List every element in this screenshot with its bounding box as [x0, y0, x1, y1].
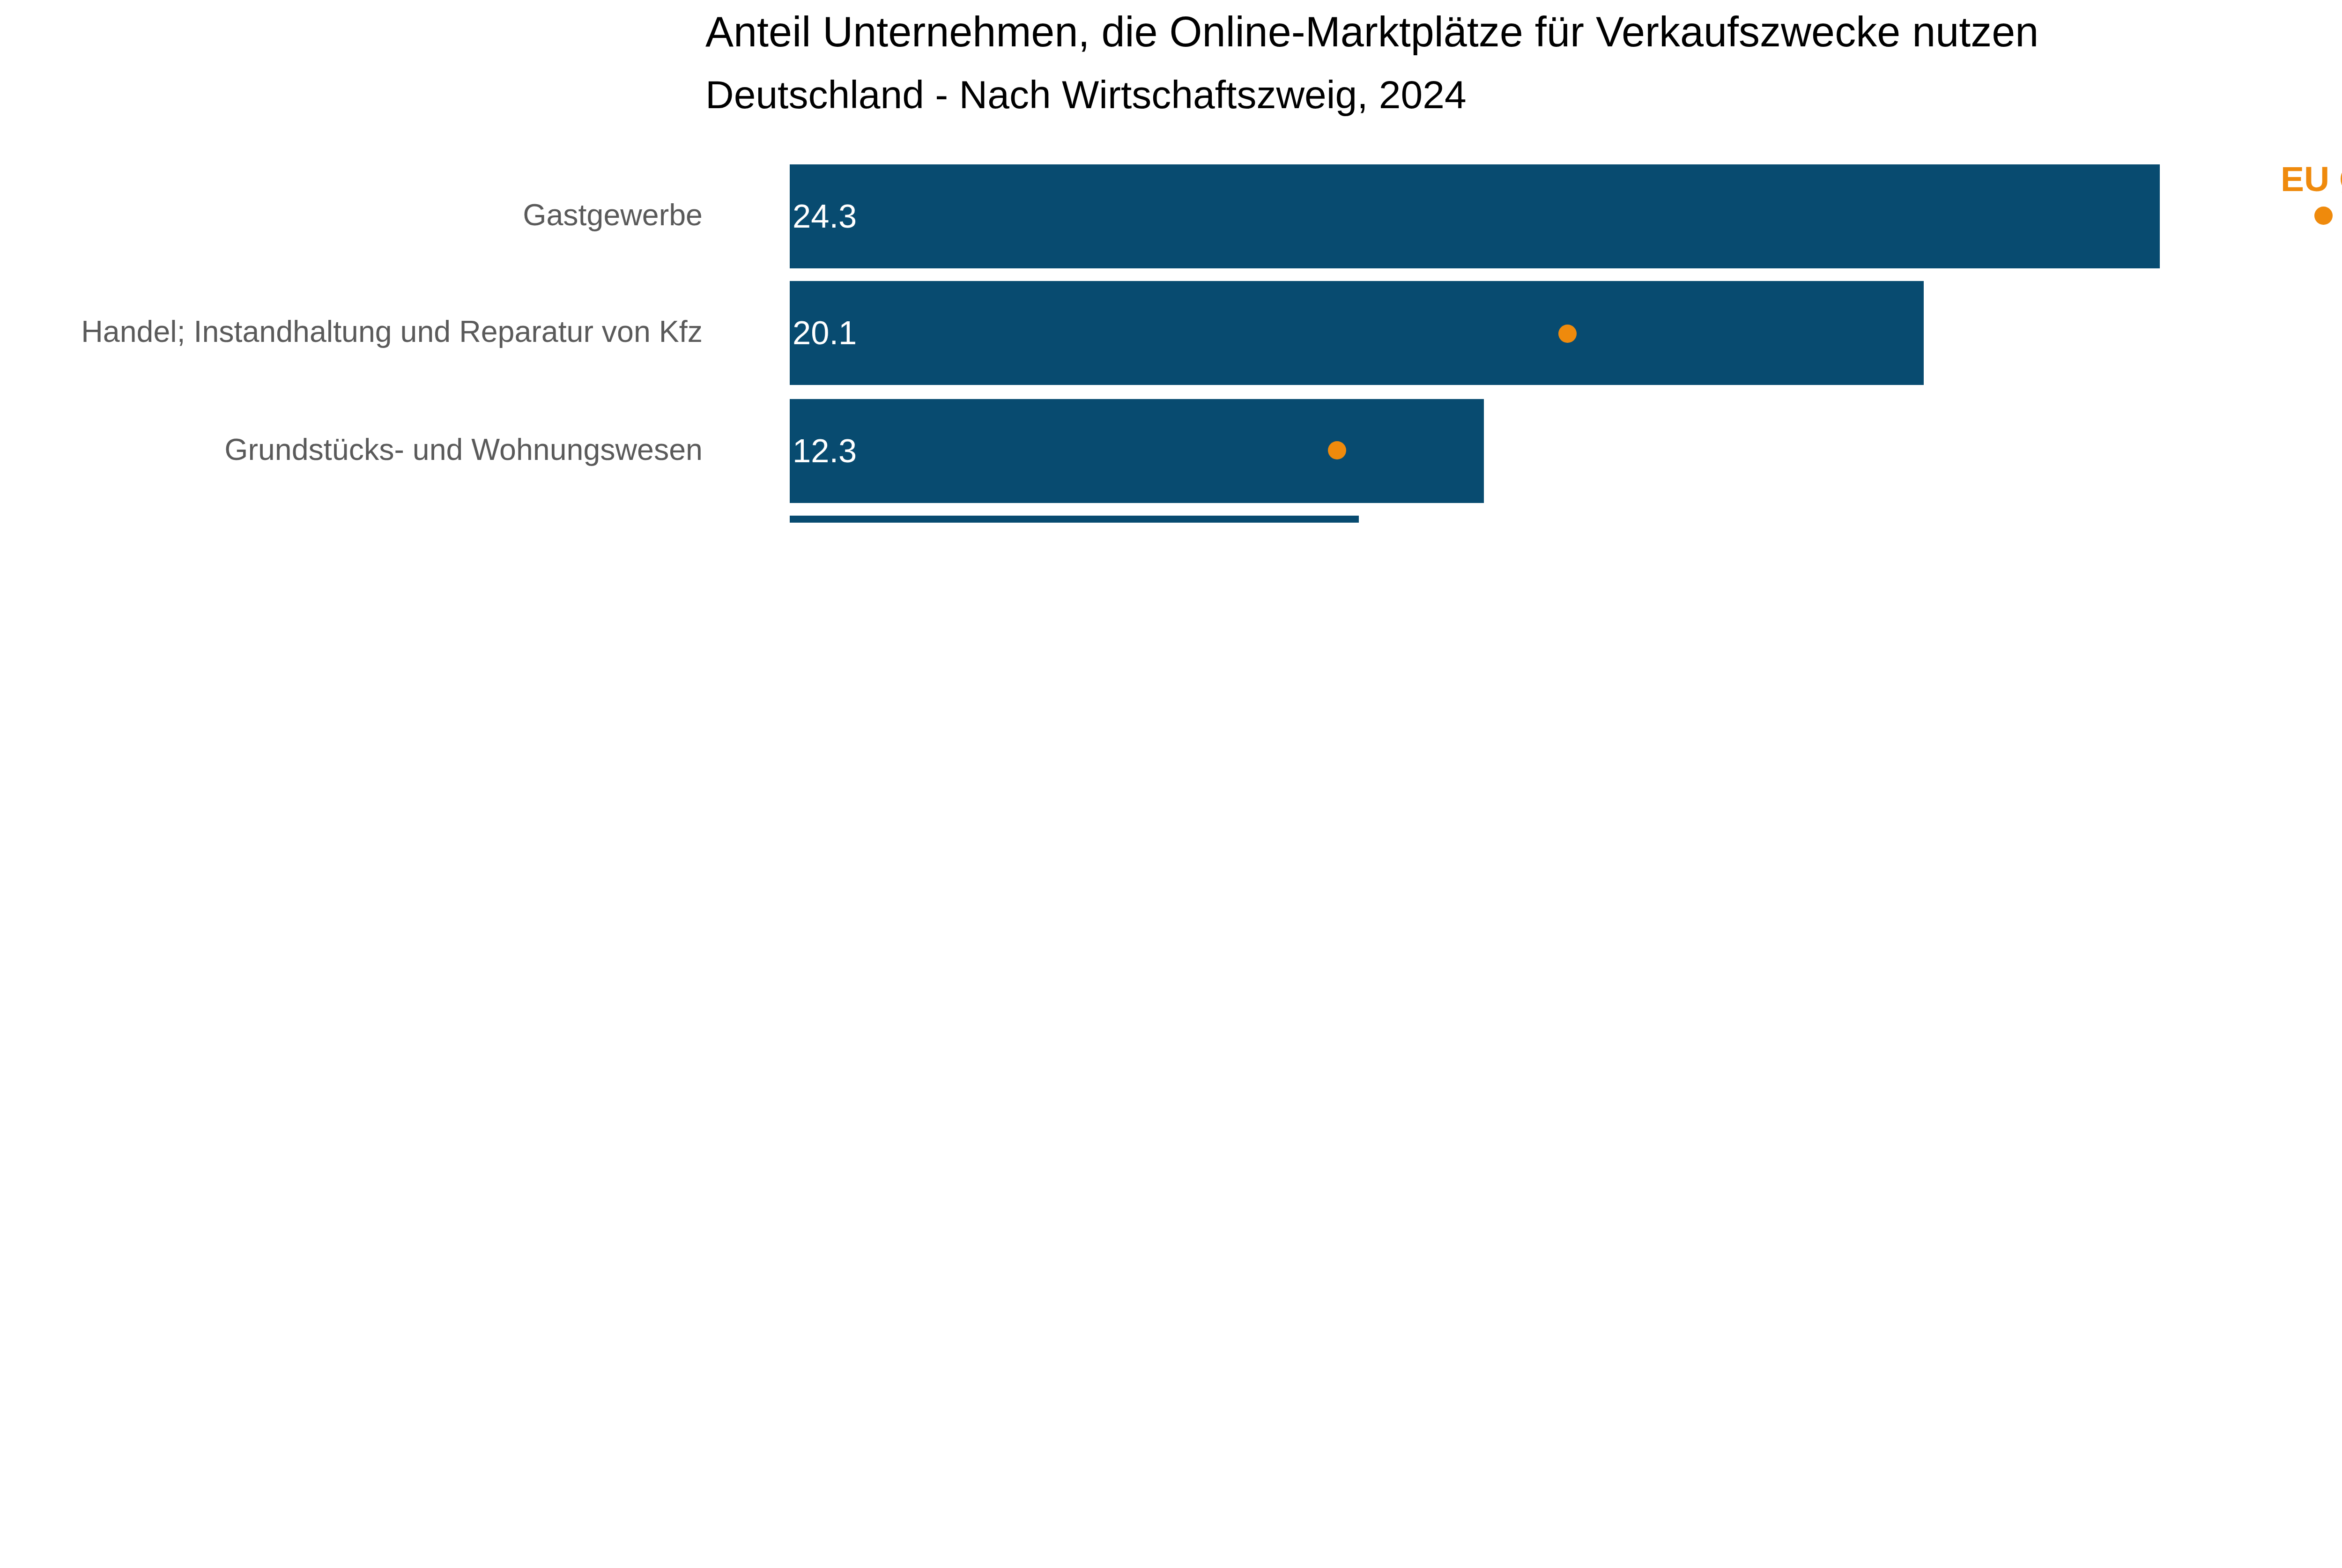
bar-row: Handel; Instandhaltung und Reparatur von… [0, 274, 2342, 392]
bar-chart-plot-area: Gastgewerbe 24.3 Handel; Instandhaltung un… [0, 157, 2342, 523]
bar-row: Gastgewerbe 24.3 [0, 157, 2342, 274]
value-bar: 24.3 [790, 164, 2160, 268]
category-label: Gastgewerbe [0, 198, 703, 234]
value-bar: 20.1 [790, 281, 1923, 385]
eu-average-dot [1327, 442, 1346, 460]
chart-subtitle: Deutschland - Nach Wirtschaftszweig, 202… [705, 73, 1467, 118]
chart-title: Anteil Unternehmen, die Online-Marktplät… [705, 8, 2038, 56]
value-bar: 12.3 [790, 399, 1483, 503]
chart-canvas: Anteil Unternehmen, die Online-Marktplät… [0, 0, 2342, 523]
bar-row: Insgesamt, ohne Finanzsektor10.1 [0, 509, 2342, 523]
category-label: Handel; Instandhaltung und Reparatur von… [0, 316, 703, 351]
category-label: Grundstücks- und Wohnungswesen [0, 433, 703, 468]
bar-value-label: 24.3 [793, 164, 857, 268]
eu-average-dot [2314, 207, 2333, 225]
bar-value-label: 20.1 [793, 281, 857, 385]
bar-value-label: 12.3 [793, 399, 857, 503]
bar-value-label: 10.1 [793, 516, 857, 523]
value-bar: 10.1 [790, 516, 1359, 523]
bar-row: Grundstücks- und Wohnungswesen 12.3 [0, 392, 2342, 509]
